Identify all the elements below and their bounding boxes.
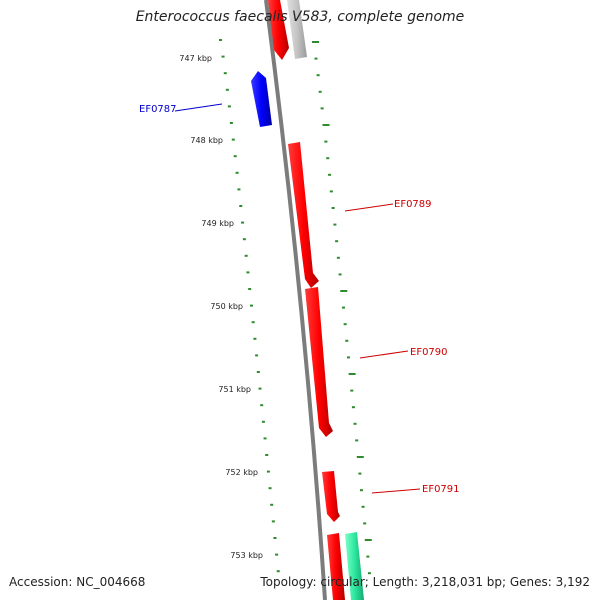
neighbor-gene-top-gray[interactable]: [287, 0, 307, 59]
scale-label-750: 750 kbp: [210, 302, 243, 311]
gene-EF0789-label[interactable]: EF0789: [394, 199, 432, 210]
genome-title: Enterococcus faecalis V583, complete gen…: [135, 9, 465, 25]
gene-EF0787[interactable]: [251, 71, 272, 127]
scale-label-747: 747 kbp: [179, 54, 212, 63]
gene-EF0789-leader: [344, 203, 394, 212]
gene-EF0790[interactable]: [305, 287, 333, 437]
scale-label-751: 751 kbp: [218, 385, 251, 394]
outer-scale-ticks: [312, 41, 372, 575]
scale-label-749: 749 kbp: [201, 219, 234, 228]
gene-EF0791[interactable]: [322, 471, 340, 522]
inner-scale-ticks: [219, 39, 280, 573]
gene-EF0790-leader: [359, 350, 409, 359]
scale-labels: 747 kbp 748 kbp 749 kbp 750 kbp 751 kbp …: [179, 54, 263, 560]
gene-EF0791-leader: [371, 488, 421, 494]
gene-EF0787-leader: [174, 103, 223, 112]
gene-EF0790-label[interactable]: EF0790: [410, 347, 448, 358]
scale-label-753: 753 kbp: [230, 551, 263, 560]
gene-EF0789[interactable]: [288, 142, 319, 288]
neighbor-gene-top-red[interactable]: [268, 0, 289, 60]
scale-label-748: 748 kbp: [190, 136, 223, 145]
genome-backbone: [264, 0, 327, 600]
neighbor-gene-bottom-green[interactable]: [345, 532, 364, 600]
neighbor-gene-bottom-red[interactable]: [327, 533, 345, 600]
gene-EF0791-label[interactable]: EF0791: [422, 484, 460, 495]
genome-summary-text: Topology: circular; Length: 3,218,031 bp…: [260, 575, 590, 589]
gene-EF0787-label[interactable]: EF0787: [139, 104, 177, 115]
accession-text: Accession: NC_004668: [9, 575, 146, 589]
scale-label-752: 752 kbp: [225, 468, 258, 477]
